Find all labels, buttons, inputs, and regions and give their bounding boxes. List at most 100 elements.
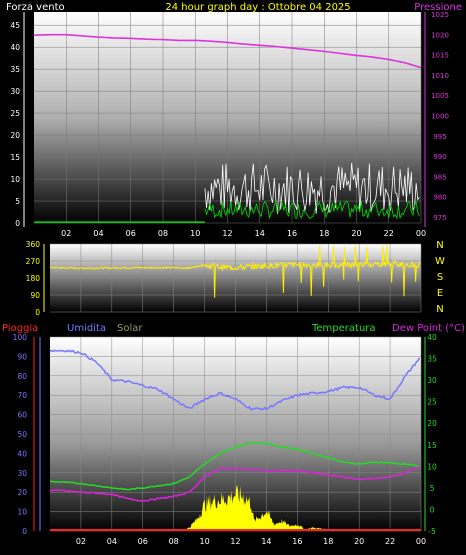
wind-tick-label: 25 xyxy=(10,109,20,118)
percent-tick-label: 50 xyxy=(17,430,27,439)
x-tick-label: 14 xyxy=(255,229,265,238)
temperature-tick-label: 20 xyxy=(427,419,437,428)
temperature-label: Temperatura xyxy=(311,323,376,334)
percent-tick-label: 10 xyxy=(17,508,27,517)
dew-point-line xyxy=(49,466,420,502)
temperature-tick-label: 10 xyxy=(427,462,437,471)
wind-tick-label: 0 xyxy=(15,219,20,228)
pressure-tick-label: 1005 xyxy=(431,92,449,100)
temperature-tick-label: -5 xyxy=(428,527,436,536)
direction-tick-label: 360 xyxy=(26,240,41,249)
direction-tick-label: 90 xyxy=(30,291,40,300)
solar-area xyxy=(50,484,421,531)
wind-tick-label: 15 xyxy=(10,153,20,162)
temperature-tick-label: 25 xyxy=(427,398,437,407)
climate-series xyxy=(49,349,421,531)
percent-tick-label: 20 xyxy=(17,488,27,497)
x-tick-label: 08 xyxy=(169,537,179,546)
pressure-tick-label: 995 xyxy=(433,133,446,141)
x-tick-label: 16 xyxy=(292,537,302,546)
solar-label: Solar xyxy=(117,323,143,334)
x-tick-label: 10 xyxy=(190,229,200,238)
percent-tick-label: 90 xyxy=(17,352,27,361)
pressure-tick-label: 985 xyxy=(433,173,446,181)
x-tick-label: 14 xyxy=(261,537,271,546)
rain-axis-label: Pioggia xyxy=(2,323,38,334)
wind-series xyxy=(34,162,420,223)
x-tick-label: 04 xyxy=(107,537,117,546)
percent-tick-label: 100 xyxy=(13,333,28,342)
x-tick-label: 22 xyxy=(384,229,394,238)
compass-label: E xyxy=(437,288,443,299)
compass-label: N xyxy=(436,304,443,315)
wind-axis-label: Forza vento xyxy=(6,2,65,13)
pressure-tick-label: 990 xyxy=(433,153,446,161)
x-tick-label: 06 xyxy=(138,537,148,546)
direction-tick-label: 270 xyxy=(26,257,41,266)
x-tick-label: 22 xyxy=(385,537,395,546)
pressure-axis-label: Pressione xyxy=(414,2,462,13)
pressure-tick-label: 1000 xyxy=(431,112,449,120)
x-tick-label: 20 xyxy=(351,229,361,238)
pressure-tick-label: 1015 xyxy=(431,52,449,60)
wind-tick-label: 45 xyxy=(10,21,20,30)
temperature-tick-label: 40 xyxy=(427,333,437,342)
wind-tick-label: 5 xyxy=(15,197,20,206)
climate-x-labels: 02 04 06 08 10 12 14 16 18 20 22 00 xyxy=(76,537,426,546)
wind-tick-label: 30 xyxy=(10,87,20,96)
direction-grid xyxy=(50,243,422,313)
wind-tick-label: 20 xyxy=(10,131,20,140)
x-tick-label: 16 xyxy=(287,229,297,238)
humidity-line xyxy=(49,349,421,411)
pressure-tick-label: 980 xyxy=(433,194,446,202)
percent-tick-label: 60 xyxy=(17,411,27,420)
temperature-tick-label: 35 xyxy=(427,355,437,364)
wind-tick-label: 35 xyxy=(10,65,20,74)
direction-series xyxy=(49,244,421,298)
x-tick-label: 00 xyxy=(416,229,426,238)
wind-direction-line xyxy=(49,244,421,298)
wind-tick-label: 40 xyxy=(10,43,20,52)
compass-label: N xyxy=(436,240,443,251)
humidity-label: Umidita xyxy=(67,323,106,334)
wind-pressure-ticks: 0510152025303540459759809859909951000100… xyxy=(10,11,448,228)
solar-series xyxy=(50,484,421,531)
x-tick-label: 00 xyxy=(416,537,426,546)
wind-pressure-grid xyxy=(34,12,422,224)
temperature-tick-label: 5 xyxy=(430,484,435,493)
compass-label: S xyxy=(437,272,443,283)
x-tick-label: 02 xyxy=(76,537,86,546)
x-tick-label: 02 xyxy=(61,229,71,238)
wind-average-line xyxy=(204,200,420,220)
temperature-tick-label: 30 xyxy=(427,376,437,385)
x-tick-label: 18 xyxy=(319,229,329,238)
compass-label: W xyxy=(435,256,445,267)
pressure-tick-label: 1010 xyxy=(431,72,449,80)
wind-tick-label: 10 xyxy=(10,175,20,184)
x-tick-label: 04 xyxy=(93,229,103,238)
chart-title: 24 hour graph day : Ottobre 04 2025 xyxy=(165,2,350,13)
x-tick-label: 06 xyxy=(126,229,136,238)
temperature-line xyxy=(49,441,420,491)
x-tick-label: 08 xyxy=(158,229,168,238)
dew-point-label: Dew Point (°C) xyxy=(392,323,465,334)
x-tick-label: 12 xyxy=(230,537,240,546)
x-tick-label: 18 xyxy=(323,537,333,546)
direction-tick-label: 180 xyxy=(26,274,41,283)
percent-tick-label: 80 xyxy=(17,372,27,381)
percent-tick-label: 0 xyxy=(22,527,27,536)
climate-ticks: 0 10 20 30 40 50 60 70 80 90 100 -5 0 5 10 15 20 25 30 35 40 xyxy=(13,333,437,536)
x-tick-label: 10 xyxy=(199,537,209,546)
pressure-tick-label: 1020 xyxy=(431,31,449,39)
x-tick-label: 20 xyxy=(354,537,364,546)
wind-gust-line xyxy=(204,162,420,214)
pressure-tick-label: 1025 xyxy=(431,11,449,19)
direction-ticks: 0 90 180 270 360 xyxy=(26,240,45,317)
pressure-line xyxy=(33,33,422,69)
pressure-tick-label: 975 xyxy=(433,214,446,222)
temperature-tick-label: 15 xyxy=(427,441,437,450)
percent-tick-label: 40 xyxy=(17,449,27,458)
x-tick-label: 12 xyxy=(222,229,232,238)
